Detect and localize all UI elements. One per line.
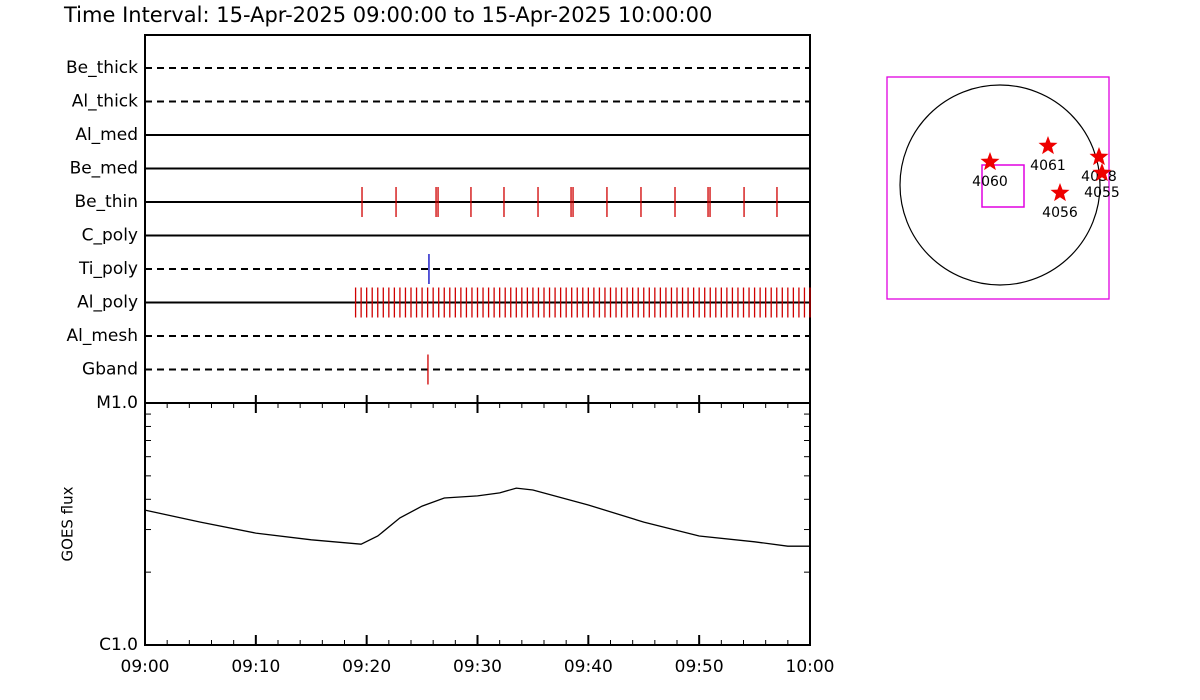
row-label: Ti_poly [78, 259, 138, 279]
panel-frame [144, 34, 811, 404]
x-tick-label: 09:00 [121, 657, 170, 677]
row-label: Be_thick [66, 58, 138, 78]
row-label: Be_thin [74, 192, 138, 212]
row-label: Be_med [70, 159, 138, 179]
region-label: 4055 [1084, 185, 1120, 201]
panel-frame [144, 402, 811, 646]
row-label: Al_thick [72, 92, 138, 112]
x-tick-label: 09:30 [453, 657, 502, 677]
fov-box [981, 164, 1025, 208]
y-tick-label: M1.0 [96, 393, 138, 413]
x-tick-label: 09:10 [231, 657, 280, 677]
solar-disk [899, 84, 1101, 286]
row-label: Al_mesh [66, 326, 138, 346]
goes-curve [144, 487, 810, 547]
row-label: Gband [82, 360, 138, 380]
region-marker [1050, 183, 1070, 202]
region-label: 4061 [1030, 158, 1066, 174]
row-label: Al_med [75, 125, 138, 145]
row-label: Al_poly [77, 293, 138, 313]
map-frame [886, 76, 1110, 300]
region-marker [1089, 147, 1109, 166]
y-axis-label: GOES flux [59, 486, 77, 561]
region-marker [1038, 136, 1058, 155]
x-tick-label: 09:40 [564, 657, 613, 677]
title: Time Interval: 15-Apr-2025 09:00:00 to 1… [63, 3, 712, 27]
x-tick-label: 09:20 [342, 657, 391, 677]
x-tick-label: 10:00 [786, 657, 835, 677]
x-tick-label: 09:50 [675, 657, 724, 677]
region-marker [980, 152, 1000, 171]
row-label: C_poly [82, 226, 138, 246]
y-tick-label: C1.0 [99, 635, 138, 655]
region-label: 4060 [972, 174, 1008, 190]
region-marker [1092, 163, 1112, 182]
region-label: 4056 [1042, 205, 1078, 221]
